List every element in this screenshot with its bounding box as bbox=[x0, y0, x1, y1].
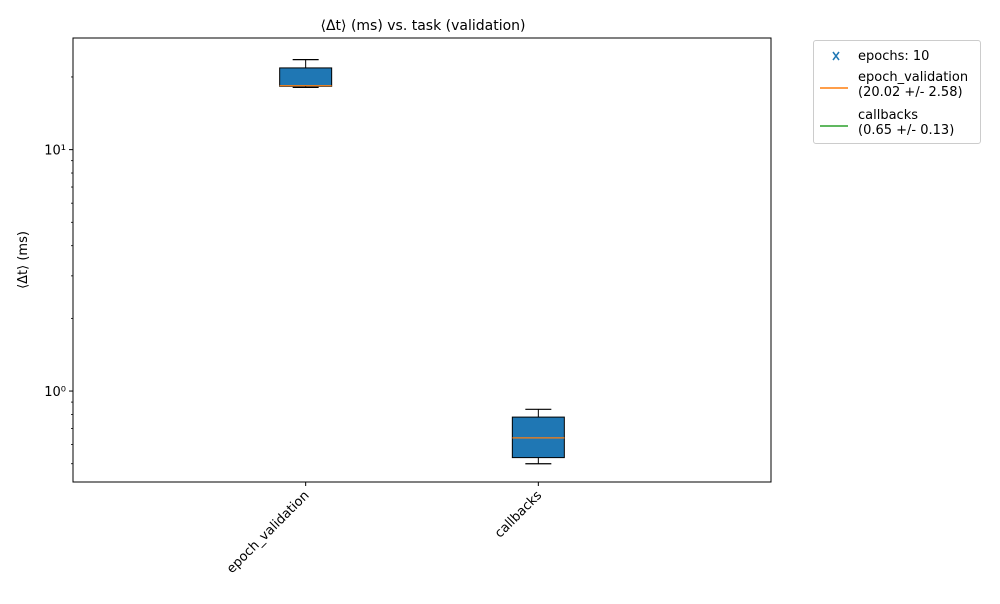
plot-area bbox=[72, 37, 772, 483]
y-tick-label: 10¹ bbox=[44, 144, 66, 159]
legend: epochs: 10 epoch_validation (20.02 +/- 2… bbox=[813, 40, 981, 144]
x-tick-label: callbacks bbox=[492, 488, 545, 541]
legend-label: callbacks (0.65 +/- 0.13) bbox=[858, 108, 955, 138]
green-line-icon bbox=[818, 118, 850, 133]
chart-title: ⟨Δt⟩ (ms) vs. task (validation) bbox=[321, 18, 526, 34]
x-tick-label: epoch_validation bbox=[224, 488, 312, 576]
y-axis-label: ⟨Δt⟩ (ms) bbox=[16, 231, 31, 289]
legend-label: epochs: 10 bbox=[858, 49, 930, 64]
legend-label: epoch_validation (20.02 +/- 2.58) bbox=[858, 70, 969, 100]
orange-line-icon bbox=[818, 80, 850, 95]
box-epoch_validation bbox=[279, 67, 333, 87]
y-tick-label: 10⁰ bbox=[44, 385, 66, 400]
x-marker-icon bbox=[818, 49, 848, 64]
